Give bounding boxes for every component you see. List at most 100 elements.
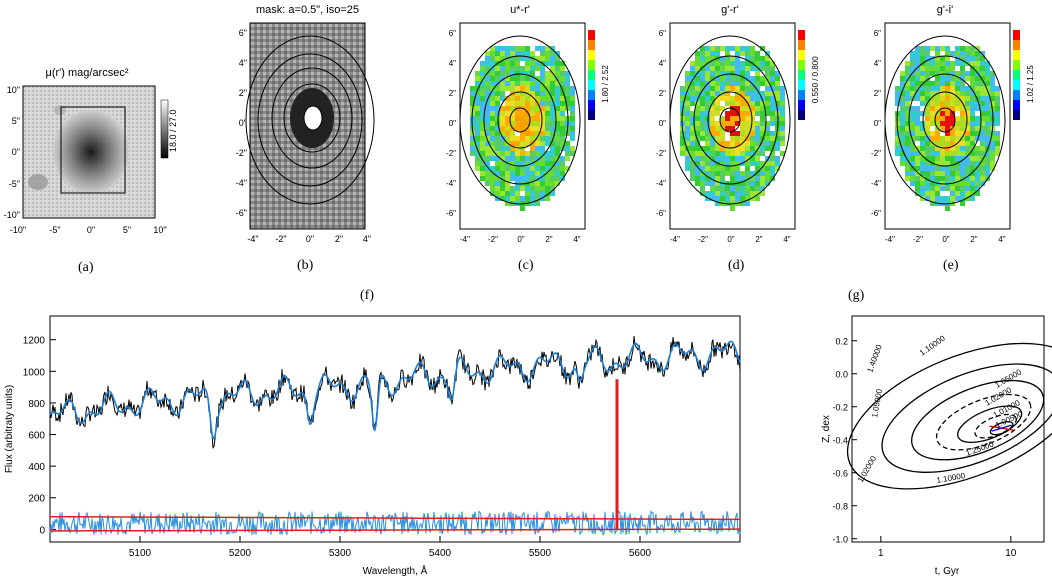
y-axis-label: Flux (arbitraty units) (4, 385, 15, 473)
map-pixel (765, 106, 770, 111)
map-pixel (750, 146, 755, 151)
map-pixel (535, 111, 540, 116)
map-pixel (520, 196, 525, 201)
map-pixel (745, 96, 750, 101)
map-pixel (950, 136, 955, 141)
map-pixel (770, 86, 775, 91)
map-pixel (970, 76, 975, 81)
x-tick-label: 5200 (229, 548, 252, 559)
map-pixel (485, 146, 490, 151)
panel-a-title: μ(r') mag/arcsec² (45, 67, 129, 79)
map-pixel (965, 111, 970, 116)
map-pixel (485, 156, 490, 161)
map-pixel (490, 111, 495, 116)
map-pixel (980, 81, 985, 86)
map-pixel (995, 106, 1000, 111)
map-pixel (745, 51, 750, 56)
map-pixel (750, 181, 755, 186)
map-pixel (510, 196, 515, 201)
map-pixel (980, 61, 985, 66)
colorbar-step (588, 100, 595, 110)
map-pixel (925, 66, 930, 71)
map-pixel (920, 176, 925, 181)
map-pixel (945, 141, 950, 146)
colorbar (798, 30, 805, 120)
map-pixel (765, 166, 770, 171)
map-pixel (485, 101, 490, 106)
isophote-contour (922, 91, 968, 149)
map-pixel (740, 201, 745, 206)
map-pixel (545, 161, 550, 166)
map-pixel (745, 121, 750, 126)
map-pixel (710, 146, 715, 151)
map-pixel (765, 141, 770, 146)
map-pixel (980, 71, 985, 76)
map-pixel (720, 66, 725, 71)
map-pixel (725, 141, 730, 146)
map-pixel (695, 101, 700, 106)
map-pixel (925, 111, 930, 116)
map-pixel (965, 46, 970, 51)
map-pixel (930, 131, 935, 136)
map-pixel (945, 91, 950, 96)
map-pixel (975, 91, 980, 96)
map-pixel (995, 121, 1000, 126)
map-pixel (685, 111, 690, 116)
map-pixel (970, 96, 975, 101)
map-pixel (915, 136, 920, 141)
map-pixel (715, 51, 720, 56)
map-pixel (970, 151, 975, 156)
map-pixel (970, 126, 975, 131)
map-pixel (935, 161, 940, 166)
map-pixel (990, 151, 995, 156)
map-pixel (955, 151, 960, 156)
map-pixel (920, 51, 925, 56)
ytick: 5" (12, 116, 20, 126)
colorbar-step (1013, 110, 1020, 120)
map-pixel (780, 116, 785, 121)
map-pixel (470, 136, 475, 141)
map-pixel (945, 51, 950, 56)
map-pixel (550, 121, 555, 126)
map-pixel (545, 106, 550, 111)
map-pixel (765, 181, 770, 186)
map-pixel (920, 191, 925, 196)
map-pixel (935, 56, 940, 61)
map-pixel (965, 76, 970, 81)
residual-line (49, 510, 741, 536)
map-pixel (945, 186, 950, 191)
map-pixel (975, 116, 980, 121)
map-pixel (520, 156, 525, 161)
map-pixel (515, 126, 520, 131)
map-pixel (965, 101, 970, 106)
map-pixel (735, 156, 740, 161)
map-pixel (895, 141, 900, 146)
map-pixel (545, 196, 550, 201)
map-pixel (740, 71, 745, 76)
map-pixel (940, 141, 945, 146)
map-pixel (755, 136, 760, 141)
x-axis-label: Wavelength, Å (363, 564, 428, 577)
map-pixel (970, 106, 975, 111)
map-pixel (705, 111, 710, 116)
map-pixel (730, 116, 735, 121)
map-pixel (685, 81, 690, 86)
map-pixel (705, 121, 710, 126)
map-pixel (555, 181, 560, 186)
map-pixel (970, 141, 975, 146)
map-pixel (680, 96, 685, 101)
map-pixel (550, 76, 555, 81)
map-pixel (765, 156, 770, 161)
map-pixel (685, 91, 690, 96)
map-pixel (515, 166, 520, 171)
map-pixel (730, 186, 735, 191)
map-pixel (960, 71, 965, 76)
map-pixel (700, 161, 705, 166)
map-pixel (715, 46, 720, 51)
map-pixel (700, 101, 705, 106)
map-pixel (955, 181, 960, 186)
map-pixel (510, 176, 515, 181)
map-pixel (740, 86, 745, 91)
map-pixel (725, 46, 730, 51)
map-pixel (985, 161, 990, 166)
